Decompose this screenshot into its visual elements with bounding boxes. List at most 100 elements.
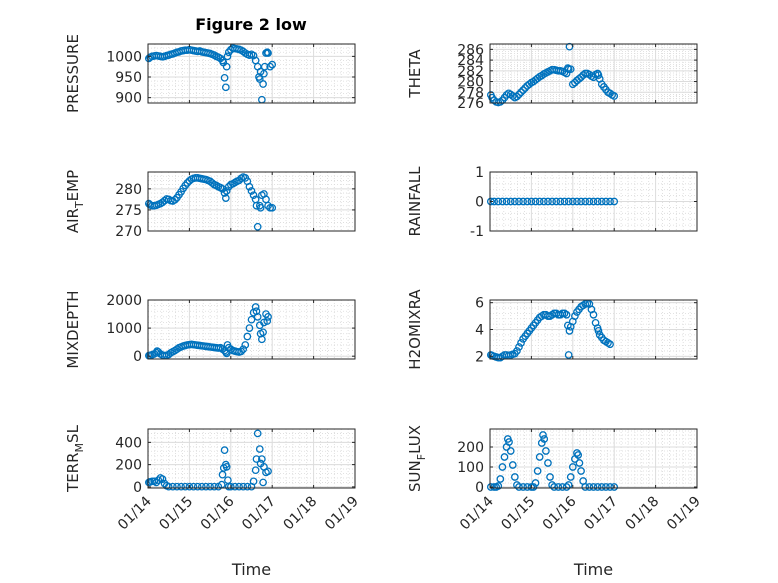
data-point [249,191,258,200]
y-axis-label-tail: LUX [406,425,424,454]
data-point [535,453,544,461]
data-point [589,483,598,491]
axes-box [147,43,356,104]
data-point [571,312,579,320]
data-point [581,483,590,491]
series-points [144,429,272,491]
data-point [508,461,517,469]
y-axis-label: MIXDEPTH [64,290,82,368]
axes-box [489,43,698,104]
axes-box [147,428,356,489]
minor-grid [490,171,697,232]
data-point [556,197,565,206]
data-point [164,482,173,491]
data-point [193,482,202,491]
series-points [144,44,277,104]
data-point [593,197,602,206]
data-point [568,463,577,471]
data-point [496,98,505,106]
data-point [173,482,181,491]
data-point [606,340,614,349]
data-point [529,483,538,491]
data-point [171,195,179,204]
subplot-airtemp: 270 275 280 AIRTEMP [64,170,356,240]
data-point [223,52,232,61]
data-point [264,201,272,210]
x-axis-label: Time [231,560,271,579]
data-point [577,73,585,82]
series-points [486,197,619,206]
data-point [154,476,163,485]
data-point [564,351,573,359]
series-points [144,303,272,360]
y-tick-label: 950 [115,70,142,86]
data-point [252,201,261,210]
data-point [263,48,272,57]
y-axis-label-tail: SL [64,424,82,443]
data-point [515,483,523,491]
data-point [220,73,229,82]
data-point [531,197,540,206]
y-tick-label: 0 [475,480,484,496]
x-tick-label: 01/19 [322,494,362,534]
x-tick-label: 01/16 [540,493,580,533]
y-tick-label: 200 [457,440,484,456]
data-point [513,347,521,355]
data-point [517,339,525,347]
data-point [506,447,515,455]
data-point [222,62,231,71]
x-tick-label: 01/19 [664,494,704,534]
data-point [506,197,515,206]
x-tick-label: 01/15 [498,494,538,534]
data-point [251,466,260,475]
data-point [264,313,272,321]
data-point [253,313,262,321]
data-point [562,310,571,319]
x-tick-label: 01/14 [457,493,497,533]
data-point [517,88,525,97]
data-point [241,341,250,349]
plot-area [490,429,697,488]
data-point [259,80,267,88]
data-point [552,197,561,206]
data-point [268,60,277,69]
y-axis-label: TERRMSL [64,424,86,493]
data-point [519,483,527,491]
data-point [594,71,603,79]
series-points [144,173,277,231]
data-point [183,179,192,187]
data-point [539,197,548,206]
data-point [575,75,583,83]
data-point [255,445,264,453]
data-point [168,482,177,491]
data-point [259,478,267,487]
data-point [606,483,614,491]
data-point [181,482,190,491]
data-point [268,203,277,212]
data-point [210,482,219,491]
y-axis-label: H2OMIXRA [406,289,424,370]
y-axis-label: RAINFALL [406,166,424,237]
data-point [486,483,495,491]
data-point [253,429,262,438]
data-point [577,197,585,206]
data-point [239,482,248,491]
data-point [220,189,229,197]
data-point [515,343,523,351]
data-point [222,462,231,471]
data-point [158,475,167,483]
data-point [593,483,602,491]
data-point [494,197,503,206]
data-point [496,475,505,483]
y-axis-label-main: PRESSURE [64,34,82,113]
y-tick-label: 275 [115,203,142,219]
figure-title: Figure 2 low [195,15,307,34]
data-point [189,482,198,491]
data-point [527,197,536,206]
subplot-sunflux: 0 100 200 01/14 01/15 01/16 01/17 01/18 01/19 Tim… [406,425,704,579]
data-point [498,197,507,206]
data-point [589,197,598,206]
y-tick-label: 0 [133,349,142,365]
